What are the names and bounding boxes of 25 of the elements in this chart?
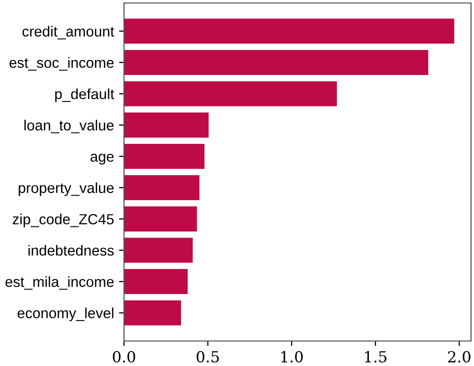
x-tick-label: 0.0 [112,350,136,363]
bar [124,206,197,232]
x-tick-label: 1.5 [365,350,386,363]
y-tick-label: credit_amount [22,26,114,40]
y-tick-label: p_default [55,88,114,102]
bar [124,238,193,263]
y-tick-label: est_mila_income [5,276,114,290]
bar [124,269,188,294]
x-tick-label: 2.0 [448,350,470,363]
y-tick-label: age [90,154,114,165]
y-tick-label: economy_level [18,308,114,322]
y-tick-label: indebtedness [28,244,114,256]
x-tick-label: 0.5 [196,350,219,363]
y-tick-label: est_soc_income [10,57,114,71]
bar [124,144,204,169]
bar [124,50,428,75]
y-tick-label: zip_code_ZC45 [12,214,114,228]
y-tick-label: property_value [18,182,114,196]
x-tick-label: 1.0 [281,350,303,363]
bar [124,300,181,326]
bar [124,175,200,200]
bar [124,112,209,138]
y-tick-label: loan_to_value [24,120,114,134]
bar [124,81,337,106]
bar [124,18,454,44]
